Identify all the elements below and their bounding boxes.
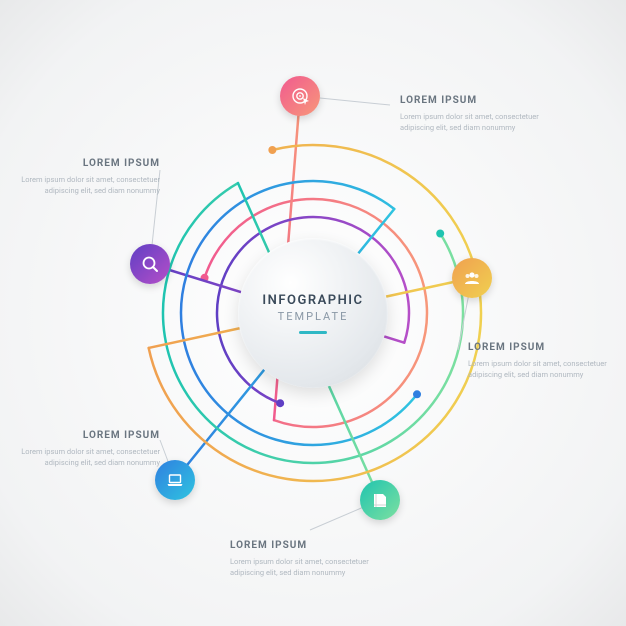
arc-dot xyxy=(436,230,444,238)
center-accent-bar xyxy=(299,331,327,334)
node-body: Lorem ipsum dolor sit amet, consectetuer… xyxy=(20,446,160,469)
center-title: INFOGRAPHIC xyxy=(262,293,363,308)
node-users xyxy=(452,258,492,298)
textblock-users: LOREM IPSUM Lorem ipsum dolor sit amet, … xyxy=(468,342,608,381)
node-title: LOREM IPSUM xyxy=(230,540,370,551)
users-icon xyxy=(462,268,482,288)
textblock-target: LOREM IPSUM Lorem ipsum dolor sit amet, … xyxy=(400,95,540,134)
node-title: LOREM IPSUM xyxy=(400,95,540,106)
textblock-laptop: LOREM IPSUM Lorem ipsum dolor sit amet, … xyxy=(20,430,160,469)
arc-dot xyxy=(276,399,284,407)
arc-dot xyxy=(413,390,421,398)
node-body: Lorem ipsum dolor sit amet, consectetuer… xyxy=(468,358,608,381)
node-body: Lorem ipsum dolor sit amet, consectetuer… xyxy=(400,111,540,134)
node-search xyxy=(130,244,170,284)
book-icon xyxy=(370,490,390,510)
laptop-icon xyxy=(165,470,185,490)
node-title: LOREM IPSUM xyxy=(468,342,608,353)
node-title: LOREM IPSUM xyxy=(20,158,160,169)
textblock-search: LOREM IPSUM Lorem ipsum dolor sit amet, … xyxy=(20,158,160,197)
node-body: Lorem ipsum dolor sit amet, consectetuer… xyxy=(20,174,160,197)
search-icon xyxy=(140,254,160,274)
node-book xyxy=(360,480,400,520)
center-hub: INFOGRAPHIC TEMPLATE xyxy=(238,238,388,388)
arc-dot xyxy=(268,146,276,154)
node-target xyxy=(280,76,320,116)
center-subtitle: TEMPLATE xyxy=(278,310,349,323)
target-cursor-icon xyxy=(290,86,310,106)
node-body: Lorem ipsum dolor sit amet, consectetuer… xyxy=(230,556,370,579)
node-title: LOREM IPSUM xyxy=(20,430,160,441)
textblock-book: LOREM IPSUM Lorem ipsum dolor sit amet, … xyxy=(230,540,370,579)
node-laptop xyxy=(155,460,195,500)
